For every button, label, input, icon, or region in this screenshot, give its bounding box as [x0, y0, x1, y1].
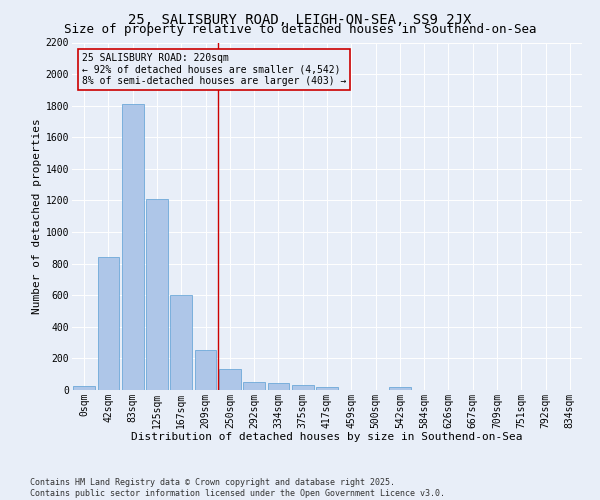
Bar — [122, 104, 143, 390]
Bar — [243, 382, 265, 390]
Text: Size of property relative to detached houses in Southend-on-Sea: Size of property relative to detached ho… — [64, 22, 536, 36]
Bar — [97, 256, 119, 390]
Bar — [268, 383, 289, 390]
X-axis label: Distribution of detached houses by size in Southend-on-Sea: Distribution of detached houses by size … — [131, 432, 523, 442]
Bar — [73, 386, 95, 390]
Bar — [292, 386, 314, 390]
Bar — [219, 370, 241, 390]
Bar — [194, 350, 217, 390]
Bar — [389, 387, 411, 390]
Text: 25 SALISBURY ROAD: 220sqm
← 92% of detached houses are smaller (4,542)
8% of sem: 25 SALISBURY ROAD: 220sqm ← 92% of detac… — [82, 53, 347, 86]
Text: 25, SALISBURY ROAD, LEIGH-ON-SEA, SS9 2JX: 25, SALISBURY ROAD, LEIGH-ON-SEA, SS9 2J… — [128, 12, 472, 26]
Bar — [146, 199, 168, 390]
Bar — [170, 295, 192, 390]
Text: Contains HM Land Registry data © Crown copyright and database right 2025.
Contai: Contains HM Land Registry data © Crown c… — [30, 478, 445, 498]
Bar — [316, 387, 338, 390]
Y-axis label: Number of detached properties: Number of detached properties — [32, 118, 41, 314]
